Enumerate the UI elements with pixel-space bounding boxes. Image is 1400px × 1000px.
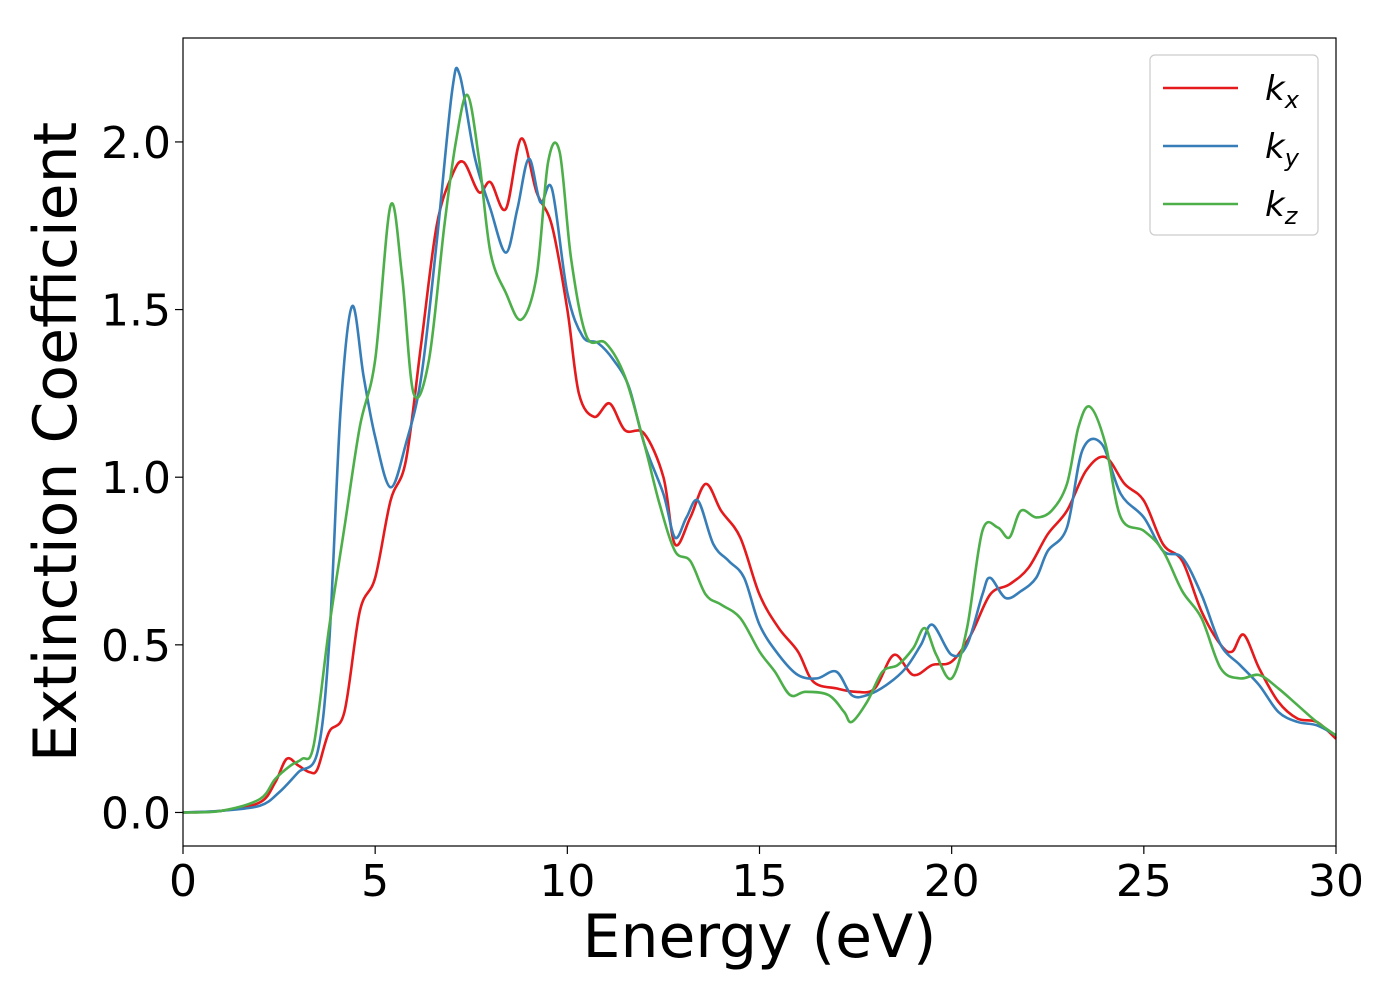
y-tick-label: 1.5	[101, 286, 171, 337]
series-line-kz	[182, 93, 1337, 814]
legend-label: kx	[1265, 69, 1300, 114]
legend-label-main: k	[1265, 69, 1286, 109]
x-axis: 0 5 10 15 20 25 30	[169, 846, 1364, 907]
x-tick-label: 20	[924, 856, 980, 907]
x-tick-label: 5	[361, 856, 389, 907]
y-axis-title: Extinction Coefficient	[21, 122, 91, 762]
x-tick-label: 15	[732, 856, 788, 907]
series-layer	[182, 66, 1337, 814]
y-tick-label: 2.0	[101, 118, 171, 169]
x-tick-label: 25	[1116, 856, 1172, 907]
x-tick-label: 10	[539, 856, 595, 907]
series-line-kx	[182, 137, 1337, 814]
x-tick-label: 0	[169, 856, 197, 907]
legend-label: ky	[1265, 127, 1300, 172]
y-tick-label: 0.5	[101, 621, 171, 672]
y-tick-label: 0.0	[101, 788, 171, 839]
legend-label-main: k	[1265, 127, 1286, 167]
legend-label-subscript: y	[1284, 144, 1300, 172]
x-axis-title: Energy (eV)	[583, 902, 937, 972]
y-axis: 0.0 0.5 1.0 1.5 2.0	[101, 118, 183, 839]
legend-label: kz	[1265, 185, 1299, 230]
y-tick-label: 1.0	[101, 453, 171, 504]
legend-label-main: k	[1265, 185, 1286, 225]
legend-label-subscript: x	[1284, 86, 1300, 114]
series-line-ky	[182, 66, 1337, 814]
legend-label-subscript: z	[1284, 202, 1299, 230]
x-tick-label: 30	[1308, 856, 1364, 907]
